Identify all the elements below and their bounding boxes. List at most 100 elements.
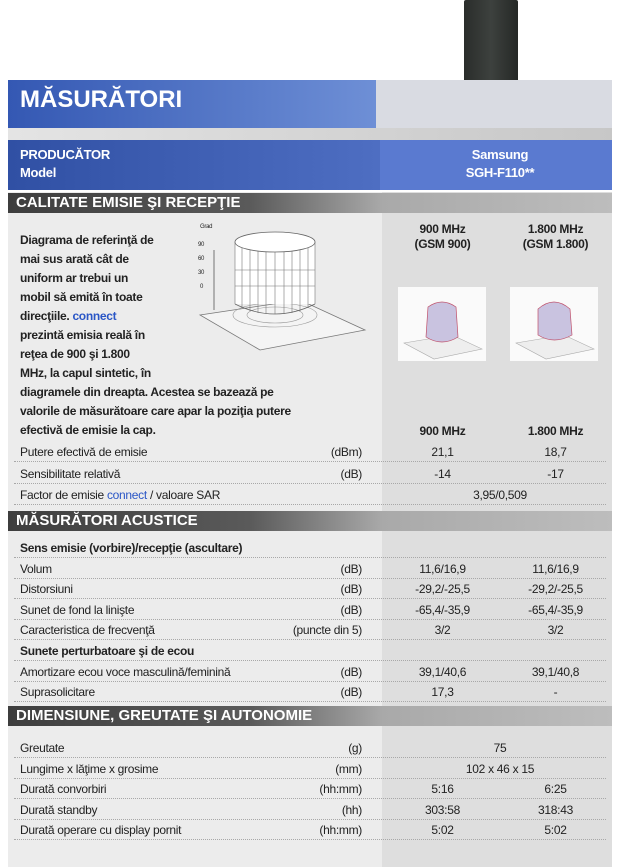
description-text: valorile de măsurătoare care apar la poz… (20, 404, 291, 418)
brand-name: connect (72, 309, 117, 323)
row-separator (14, 504, 606, 505)
header-strip (8, 128, 612, 140)
description-line: mobil să emită în toate (20, 289, 143, 305)
band-name: 900 MHz (419, 222, 466, 236)
diagram-label: 90 (198, 242, 205, 248)
row-value: 5:02 (544, 823, 567, 837)
row-separator (14, 798, 606, 799)
label-text: Putere efectivă de emisie (20, 445, 148, 459)
label-text: Volum (20, 561, 52, 576)
row-value: 5:16 (431, 782, 454, 796)
row-value: 5:02 (431, 823, 454, 837)
row-value: 102 x 46 x 15 (465, 761, 535, 776)
row-label: Sunet de fond la linişte (20, 602, 135, 618)
row-value: -65,4/-35,9 (528, 602, 583, 617)
description-line: valorile de măsurătoare care apar la poz… (20, 403, 291, 419)
radiation-thumbnail (510, 287, 598, 361)
row-heading: Sens emisie (vorbire)/recepţie (ascultar… (20, 541, 243, 555)
row-unit: (dB) (340, 466, 363, 481)
section-header: DIMENSIUNE, GREUTATE ŞI AUTONOMIE (8, 706, 612, 726)
row-separator (14, 598, 606, 599)
diagram-label: Grad (200, 224, 213, 230)
row-label: Durată standby (20, 802, 97, 818)
description-text: mai sus arată cât de (20, 252, 129, 266)
row-separator (14, 483, 606, 484)
row-unit: (dB) (340, 582, 363, 597)
row-value: -17 (547, 466, 564, 481)
row-label: Lungime x lăţime x grosime (20, 761, 159, 777)
description-line: direcţiile. connect (20, 308, 117, 324)
description-text: efectivă de emisie la cap. (20, 423, 156, 437)
product-left-bg (8, 140, 380, 190)
row-label: Putere efectivă de emisie (20, 444, 148, 460)
description-line: diagramele din dreapta. Acestea se bazea… (20, 384, 274, 400)
label-text: Durată standby (20, 802, 98, 817)
row-unit: (hh) (341, 802, 362, 817)
description-line: reţea de 900 şi 1.800 (20, 346, 130, 362)
description-line: efectivă de emisie la cap. (20, 422, 156, 438)
row-value: 18,7 (544, 445, 567, 459)
row-unit: (hh:mm) (319, 782, 362, 796)
label-text: Lungime x lăţime x grosime (20, 761, 159, 776)
row-separator (14, 819, 606, 820)
row-value: 21,1 (431, 445, 454, 459)
description-text: MHz, la capul sintetic, în (20, 366, 151, 380)
model-label: Model (20, 165, 57, 180)
row-unit: (dB) (340, 561, 363, 576)
diagram-label: 60 (198, 256, 205, 262)
row-label: Caracteristica de frecvenţă (20, 622, 155, 638)
row-separator (14, 660, 606, 661)
row-unit: (dBm) (330, 445, 362, 459)
row-label: Suprasolicitare (20, 684, 95, 700)
brand-name: connect (106, 488, 147, 502)
row-separator (14, 619, 606, 620)
label-text: Distorsiuni (20, 582, 73, 597)
row-separator (14, 778, 606, 779)
row-value: 17,3 (431, 685, 454, 700)
label-text: Sunet de fond la linişte (20, 602, 135, 617)
row-value: 75 (493, 741, 507, 755)
row-separator (14, 639, 606, 640)
label-text: Greutate (20, 741, 65, 755)
description-line: MHz, la capul sintetic, în (20, 365, 151, 381)
band-network: (GSM 900) (414, 237, 471, 251)
row-label: Amortizare ecou voce masculină/feminină (20, 664, 231, 680)
description-line: uniform ar trebui un (20, 270, 128, 286)
row-value: 3/2 (547, 623, 564, 638)
row-unit: (dB) (340, 602, 363, 617)
model: SGH-F110** (465, 165, 535, 180)
manufacturer: Samsung (471, 147, 529, 162)
row-separator (14, 757, 606, 758)
label-text: Durată convorbiri (20, 782, 107, 796)
header-title-bg (8, 80, 376, 128)
row-label: Durată operare cu display pornit (20, 822, 181, 838)
column-header: 1.800 MHz (527, 424, 584, 438)
diagram-label: 30 (198, 270, 205, 276)
label-text: Factor de emisie (20, 488, 104, 502)
row-value: -29,2/-25,5 (528, 582, 583, 597)
row-separator (14, 578, 606, 579)
row-unit: (hh:mm) (319, 823, 362, 837)
producer-label: PRODUCĂTOR (20, 147, 110, 162)
row-unit: (g) (348, 741, 362, 755)
row-separator (14, 557, 606, 558)
reference-diagram (198, 231, 367, 351)
row-value: 39,1/40,6 (418, 664, 467, 679)
row-heading: Sunete perturbatoare şi de ecou (20, 644, 195, 658)
description-text: reţea de 900 şi 1.800 (20, 347, 130, 361)
description-text: Diagrama de referinţă de (20, 233, 154, 247)
row-value: 3/2 (434, 623, 451, 638)
row-label: Sensibilitate relativă (20, 466, 120, 482)
row-separator (14, 701, 606, 702)
description-text: prezintă emisia reală în (20, 328, 145, 342)
row-separator (14, 839, 606, 840)
description-line: mai sus arată cât de (20, 251, 129, 267)
row-unit: (puncte din 5) (292, 623, 362, 638)
row-separator (14, 681, 606, 682)
row-label: Factor de emisie connect / valoare SAR (20, 487, 220, 503)
row-label: Distorsiuni (20, 581, 73, 597)
row-unit: (dB) (340, 685, 363, 700)
section-header: MĂSURĂTORI ACUSTICE (8, 511, 612, 531)
header-title: MĂSURĂTORI (20, 86, 183, 113)
